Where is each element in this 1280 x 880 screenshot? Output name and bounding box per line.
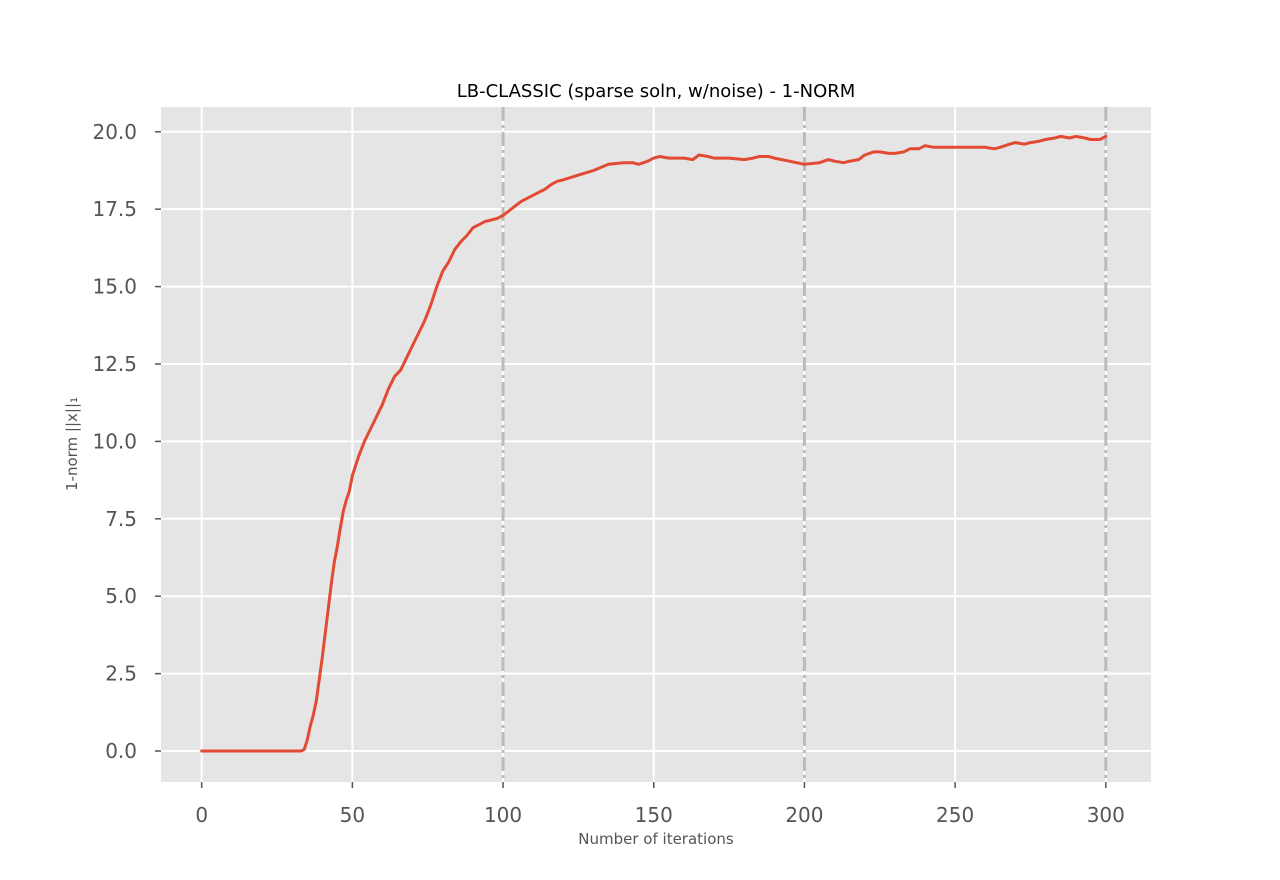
y-tick-label-8: 20.0 — [92, 120, 137, 144]
y-tick-label-2: 5.0 — [105, 584, 137, 608]
series-line-0 — [200, 134, 1108, 753]
y-tick-label-7: 17.5 — [92, 197, 137, 221]
x-tick-label-1: 50 — [340, 803, 365, 827]
y-tick-label-0: 0.0 — [105, 739, 137, 763]
x-axis-ticks: 0 50 100 150 200 250 300 — [195, 782, 1125, 827]
y-tick-label-5: 12.5 — [92, 352, 137, 376]
y-tick-label-3: 7.5 — [105, 507, 137, 531]
y-tick-label-4: 10.0 — [92, 429, 137, 453]
y-axis-ticks: 0.0 2.5 5.0 7.5 10.0 12.5 15.0 17.5 20.0 — [92, 120, 161, 763]
x-tick-label-3: 150 — [635, 803, 673, 827]
y-tick-label-6: 15.0 — [92, 275, 137, 299]
x-tick-label-6: 300 — [1087, 803, 1125, 827]
vertical-reference-lines — [501, 107, 1108, 782]
x-axis-label: Number of iterations — [578, 830, 734, 848]
plot-area — [161, 107, 1151, 782]
chart-title: LB-CLASSIC (sparse soln, w/noise) - 1-NO… — [457, 81, 856, 102]
x-tick-label-5: 250 — [936, 803, 974, 827]
y-axis-label: 1-norm ||x||₁ — [63, 397, 81, 491]
series-layer — [200, 134, 1108, 753]
x-tick-label-2: 100 — [484, 803, 522, 827]
x-tick-label-0: 0 — [195, 803, 208, 827]
x-tick-label-4: 200 — [785, 803, 823, 827]
y-tick-label-1: 2.5 — [105, 662, 137, 686]
